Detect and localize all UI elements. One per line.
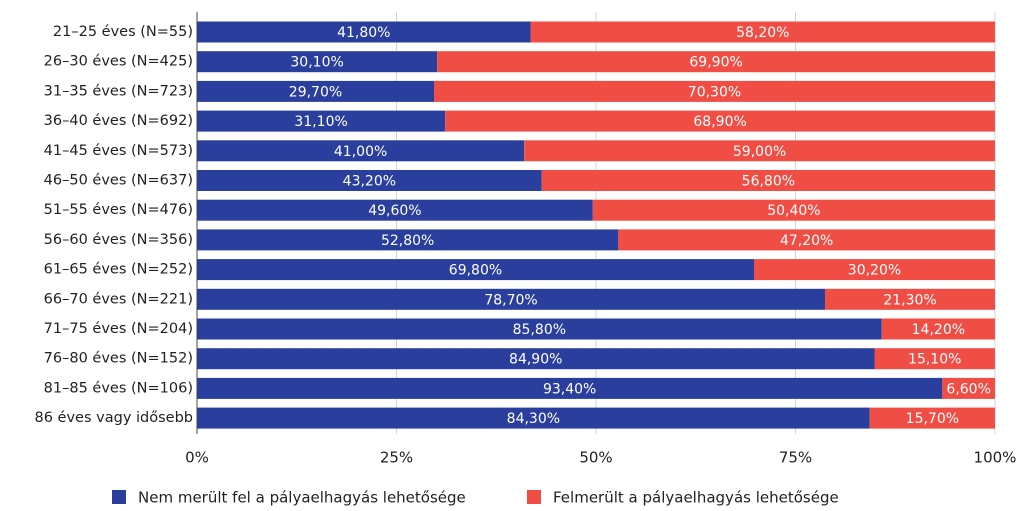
bar-segment — [197, 229, 619, 251]
y-tick-label: 36–40 éves (N=692) — [44, 113, 193, 129]
bar-segment — [197, 348, 875, 370]
y-tick-label: 61–65 éves (N=252) — [44, 262, 193, 278]
bar-segment — [618, 229, 995, 251]
bar-segment — [437, 51, 995, 73]
bar-segment — [874, 348, 995, 370]
value-label: 43,20% — [343, 174, 396, 190]
value-label: 93,40% — [543, 381, 596, 397]
bar-segment — [197, 199, 593, 221]
y-tick-label: 51–55 éves (N=476) — [44, 202, 193, 218]
value-label: 31,10% — [294, 114, 347, 130]
value-label: 70,30% — [688, 84, 741, 100]
y-tick-label: 56–60 éves (N=356) — [44, 232, 193, 248]
y-tick-label: 76–80 éves (N=152) — [44, 351, 193, 367]
value-label: 59,00% — [733, 144, 786, 160]
bar-segment — [445, 110, 996, 132]
bar-segment — [524, 140, 995, 162]
bar-segment — [592, 199, 995, 221]
value-label: 85,80% — [513, 322, 566, 338]
value-label: 84,30% — [507, 411, 560, 427]
value-label: 78,70% — [484, 292, 537, 308]
bar-segment — [197, 140, 525, 162]
value-label: 69,80% — [449, 263, 502, 279]
value-label: 29,70% — [289, 84, 342, 100]
legend-swatch — [112, 490, 126, 504]
x-tick-label: 0% — [185, 449, 209, 467]
value-label: 41,00% — [334, 144, 387, 160]
y-tick-label: 21–25 éves (N=55) — [53, 24, 193, 40]
bar-segment — [942, 377, 995, 399]
bar-segment — [197, 407, 870, 429]
x-tick-label: 50% — [579, 449, 612, 467]
value-label: 41,80% — [337, 25, 390, 41]
value-label: 30,10% — [290, 55, 343, 71]
y-tick-label: 46–50 éves (N=637) — [44, 173, 193, 189]
value-label: 52,80% — [381, 233, 434, 249]
bar-segment — [881, 318, 995, 340]
bar-segment — [197, 51, 438, 73]
bar-segment — [197, 21, 531, 43]
value-label: 15,70% — [906, 411, 959, 427]
value-label: 50,40% — [767, 203, 820, 219]
bar-segment — [197, 377, 943, 399]
bar-segment — [197, 318, 882, 340]
x-tick-label: 25% — [380, 449, 413, 467]
value-label: 21,30% — [883, 292, 936, 308]
y-tick-label: 41–45 éves (N=573) — [44, 143, 193, 159]
value-label: 30,20% — [848, 263, 901, 279]
x-tick-label: 100% — [974, 449, 1017, 467]
bar-segment — [197, 80, 435, 102]
y-tick-label: 71–75 éves (N=204) — [44, 321, 193, 337]
bar-segment — [197, 288, 826, 310]
value-label: 47,20% — [780, 233, 833, 249]
value-label: 84,90% — [509, 352, 562, 368]
value-label: 14,20% — [912, 322, 965, 338]
x-tick-label: 75% — [779, 449, 812, 467]
value-label: 58,20% — [736, 25, 789, 41]
value-label: 49,60% — [368, 203, 421, 219]
bar-segment — [541, 170, 995, 191]
value-label: 68,90% — [693, 114, 746, 130]
bar-segment — [197, 170, 542, 191]
y-tick-label: 31–35 éves (N=723) — [44, 83, 193, 99]
y-tick-label: 81–85 éves (N=106) — [44, 380, 193, 396]
bar-segment — [197, 259, 755, 281]
bar-segment — [869, 407, 995, 429]
bar-segment — [825, 288, 995, 310]
y-tick-label: 66–70 éves (N=221) — [44, 291, 193, 307]
y-tick-label: 26–30 éves (N=425) — [44, 54, 193, 70]
bar-segment — [197, 110, 446, 132]
legend-label: Felmerült a pályaelhagyás lehetősége — [553, 489, 839, 507]
y-tick-label: 86 éves vagy idősebb — [35, 410, 194, 426]
value-label: 15,10% — [908, 352, 961, 368]
bar-segment — [434, 80, 996, 102]
value-label: 69,90% — [689, 55, 742, 71]
value-label: 56,80% — [742, 174, 795, 190]
legend-label: Nem merült fel a pályaelhagyás lehetőség… — [138, 489, 466, 507]
bar-segment — [530, 21, 995, 43]
bar-segment — [754, 259, 995, 281]
legend-swatch — [527, 490, 541, 504]
value-label: 6,60% — [946, 381, 990, 397]
